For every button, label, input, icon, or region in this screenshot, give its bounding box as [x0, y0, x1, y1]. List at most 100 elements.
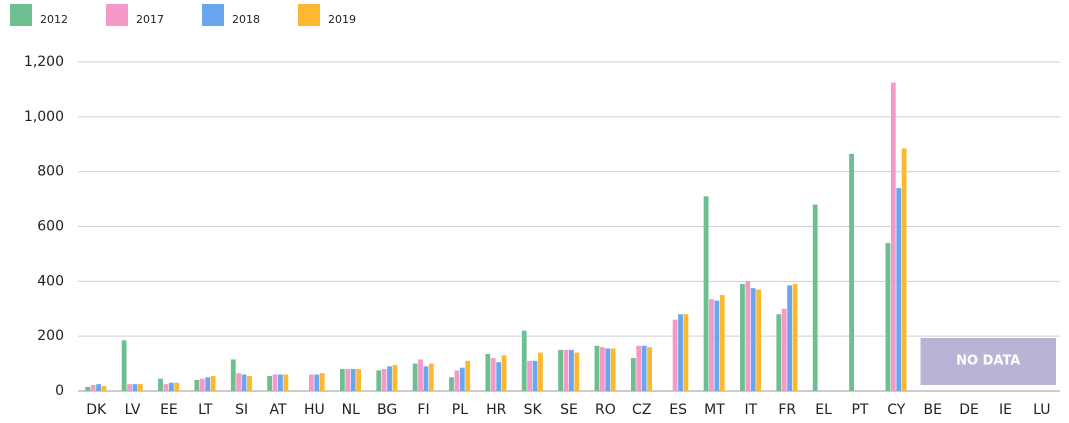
- bar: [345, 369, 351, 391]
- bar: [339, 369, 345, 391]
- x-tick-label: SE: [560, 402, 578, 418]
- bar: [719, 295, 725, 391]
- bar: [740, 284, 745, 391]
- bar: [678, 314, 683, 391]
- bar: [485, 353, 491, 391]
- bar: [709, 299, 714, 391]
- x-tick-label: ES: [669, 402, 687, 418]
- x-tick-label: LT: [198, 402, 213, 418]
- bar: [812, 204, 818, 391]
- y-tick-label: 600: [37, 219, 64, 235]
- x-tick-label: LU: [1033, 402, 1050, 418]
- y-tick-label: 200: [37, 328, 64, 344]
- x-tick-label: NL: [342, 402, 360, 418]
- bar: [605, 348, 611, 391]
- bar: [428, 363, 434, 391]
- x-tick-label: FR: [778, 402, 796, 418]
- y-tick-label: 0: [55, 383, 64, 399]
- legend-label: 2017: [136, 13, 164, 26]
- bar: [750, 288, 756, 391]
- bar: [309, 374, 314, 391]
- bar: [599, 347, 605, 391]
- bar: [501, 355, 507, 391]
- legend-swatch: [106, 4, 128, 26]
- bar: [610, 348, 616, 391]
- bar: [459, 367, 465, 391]
- y-tick-label: 800: [37, 164, 64, 180]
- x-tick-label: DE: [959, 402, 979, 418]
- bar: [199, 378, 205, 391]
- bar: [703, 196, 709, 391]
- bar: [194, 380, 200, 391]
- legend-label: 2019: [328, 13, 356, 26]
- bar: [381, 369, 387, 391]
- bar: [392, 364, 398, 391]
- bar: [90, 384, 96, 391]
- bar: [563, 349, 569, 391]
- bar: [230, 359, 236, 391]
- y-tick-label: 1,200: [24, 54, 64, 70]
- x-tick-label: FI: [417, 402, 429, 418]
- bar: [594, 345, 600, 391]
- x-tick-label: BE: [923, 402, 941, 418]
- bar: [527, 360, 533, 391]
- bar: [776, 314, 782, 391]
- x-tick-label: EL: [815, 402, 832, 418]
- bar: [558, 349, 563, 391]
- legend-swatch: [298, 4, 320, 26]
- bar: [756, 289, 762, 391]
- bar: [714, 300, 720, 391]
- legend-label: 2012: [40, 13, 68, 26]
- x-tick-label: IT: [745, 402, 758, 418]
- no-data-box: [920, 338, 1056, 385]
- y-tick-label: 400: [37, 273, 64, 289]
- bar: [449, 377, 454, 391]
- x-tick-label: PT: [851, 402, 868, 418]
- bar: [168, 382, 174, 391]
- x-tick-label: PL: [452, 402, 468, 418]
- x-tick-label: BG: [377, 402, 397, 418]
- annotation: NO DATA: [956, 354, 1020, 369]
- bar: [236, 373, 242, 391]
- bar: [174, 382, 180, 391]
- bar: [210, 375, 216, 391]
- bar: [569, 349, 574, 391]
- bar: [205, 377, 211, 391]
- bar: [465, 360, 471, 391]
- x-tick-label: DK: [86, 402, 107, 418]
- bar: [781, 308, 787, 391]
- bar: [278, 374, 283, 391]
- bar: [376, 370, 382, 391]
- bar: [647, 347, 652, 391]
- bar: [85, 386, 91, 391]
- bar: [356, 369, 361, 391]
- bar: [496, 362, 502, 391]
- bar: [319, 373, 325, 391]
- bar: [896, 188, 902, 391]
- bar: [412, 363, 418, 391]
- bar: [792, 284, 798, 391]
- bar: [574, 352, 580, 391]
- bar: [890, 82, 896, 391]
- bar: [490, 358, 496, 391]
- bar: [454, 370, 460, 391]
- bar: [127, 384, 132, 391]
- bar: [163, 384, 169, 391]
- x-tick-label: AT: [270, 402, 287, 418]
- bar: [521, 330, 527, 391]
- bar: [283, 374, 289, 391]
- x-tick-label: CY: [887, 402, 906, 418]
- bar: [672, 319, 678, 391]
- bar: [96, 384, 101, 391]
- bar: [101, 386, 107, 391]
- x-tick-label: SK: [524, 402, 543, 418]
- bar: [121, 340, 127, 391]
- bar: [901, 148, 907, 391]
- bar: [158, 378, 163, 391]
- bar: [387, 366, 392, 391]
- x-tick-label: SI: [235, 402, 248, 418]
- bar: [683, 314, 689, 391]
- bar: [745, 281, 751, 391]
- bar: [418, 359, 423, 391]
- x-tick-label: LV: [125, 402, 141, 418]
